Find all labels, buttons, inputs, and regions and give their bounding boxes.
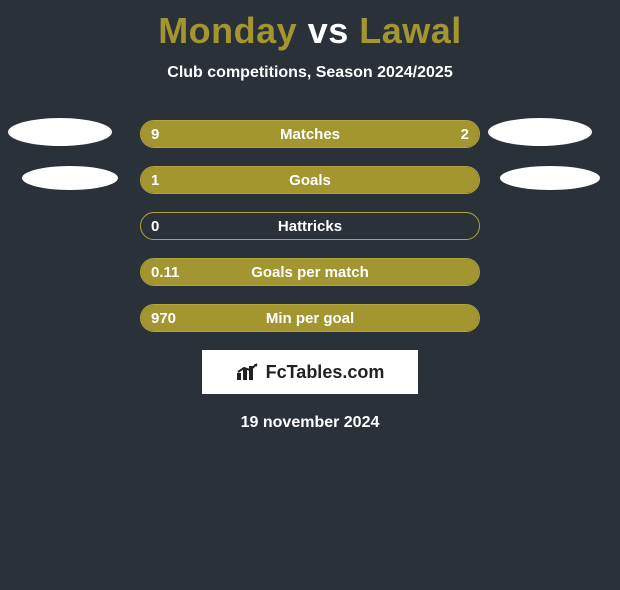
title-player1: Monday <box>158 10 297 51</box>
stat-label: Min per goal <box>141 305 479 332</box>
stat-label: Hattricks <box>141 213 479 240</box>
stat-bar: 0.11Goals per match <box>140 258 480 286</box>
logo-text: FcTables.com <box>266 362 385 383</box>
chart-area: 92Matches 1Goals 0Hattricks 0.11Goals per m… <box>0 120 620 332</box>
title-player2: Lawal <box>359 10 462 51</box>
player2-marker <box>500 166 600 190</box>
logo-box: FcTables.com <box>202 350 418 394</box>
stat-label: Matches <box>141 121 479 148</box>
stat-row: 0Hattricks <box>0 212 620 240</box>
stat-label: Goals <box>141 167 479 194</box>
date-text: 19 november 2024 <box>0 414 620 432</box>
stat-row: 92Matches <box>0 120 620 148</box>
page-title: Monday vs Lawal <box>0 10 620 52</box>
stat-bar: 970Min per goal <box>140 304 480 332</box>
chart-icon <box>236 363 260 381</box>
stat-bar: 0Hattricks <box>140 212 480 240</box>
stat-bar: 92Matches <box>140 120 480 148</box>
player1-marker <box>22 166 118 190</box>
stat-row: 1Goals <box>0 166 620 194</box>
stat-row: 970Min per goal <box>0 304 620 332</box>
player2-marker <box>488 118 592 146</box>
stat-label: Goals per match <box>141 259 479 286</box>
stat-bar: 1Goals <box>140 166 480 194</box>
stat-row: 0.11Goals per match <box>0 258 620 286</box>
title-vs: vs <box>297 10 359 51</box>
player1-marker <box>8 118 112 146</box>
subtitle: Club competitions, Season 2024/2025 <box>0 64 620 82</box>
